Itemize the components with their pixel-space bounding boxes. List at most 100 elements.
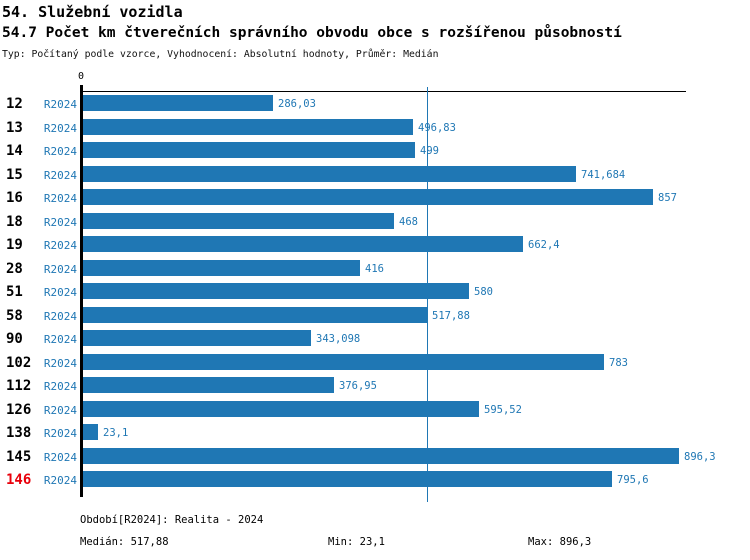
bar bbox=[83, 165, 576, 182]
row-series-label: R2024 bbox=[43, 262, 77, 276]
row-category-label: 19 bbox=[6, 237, 23, 254]
bar bbox=[83, 306, 427, 323]
bar bbox=[83, 377, 334, 394]
footer-min-value: 23,1 bbox=[359, 536, 385, 548]
row-series-label: R2024 bbox=[43, 474, 77, 488]
chart-row: 15 R2024 741,684 bbox=[0, 163, 750, 187]
chart-row: 19 R2024 662,4 bbox=[0, 233, 750, 257]
row-category-label: 28 bbox=[6, 260, 23, 277]
row-category-label: 138 bbox=[6, 425, 32, 442]
bar bbox=[83, 142, 415, 159]
chart-row: 138 R2024 23,1 bbox=[0, 421, 750, 445]
bar bbox=[83, 400, 479, 417]
bar bbox=[83, 330, 311, 347]
bar-value-label: 580 bbox=[474, 286, 493, 299]
chart-meta-info: Typ: Počítaný podle vzorce, Vyhodnocení:… bbox=[2, 49, 439, 60]
bar bbox=[83, 95, 273, 111]
x-axis-top-line bbox=[81, 91, 686, 92]
row-category-label: 15 bbox=[6, 166, 23, 183]
bar bbox=[83, 283, 469, 300]
bar-value-label: 23,1 bbox=[103, 427, 129, 440]
footer-period: Období[R2024]: Realita - 2024 bbox=[80, 514, 264, 526]
row-category-label: 13 bbox=[6, 119, 23, 136]
bar-value-label: 499 bbox=[420, 145, 439, 158]
chart-row: 16 R2024 857 bbox=[0, 186, 750, 210]
bar-value-label: 896,3 bbox=[684, 450, 716, 463]
bar bbox=[83, 471, 612, 488]
row-category-label: 14 bbox=[6, 143, 23, 160]
row-series-label: R2024 bbox=[43, 403, 77, 417]
chart-row: 28 R2024 416 bbox=[0, 257, 750, 281]
bar bbox=[83, 353, 604, 370]
row-category-label: 18 bbox=[6, 213, 23, 230]
bar bbox=[83, 259, 360, 276]
bar-value-label: 496,83 bbox=[418, 121, 456, 134]
row-series-label: R2024 bbox=[43, 356, 77, 370]
row-category-label: 102 bbox=[6, 354, 32, 371]
row-series-label: R2024 bbox=[43, 98, 77, 111]
bar-value-label: 416 bbox=[365, 262, 384, 275]
bar-value-label: 376,95 bbox=[339, 380, 377, 393]
row-category-label: 12 bbox=[6, 96, 23, 112]
row-category-label: 90 bbox=[6, 331, 23, 348]
footer-median: Medián: 517,88 bbox=[80, 536, 169, 548]
chart-row: 112 R2024 376,95 bbox=[0, 374, 750, 398]
footer-median-value: 517,88 bbox=[130, 536, 169, 548]
row-category-label: 16 bbox=[6, 190, 23, 207]
bar bbox=[83, 189, 653, 206]
chart-row: 14 R2024 499 bbox=[0, 139, 750, 163]
bar-value-label: 595,52 bbox=[484, 403, 522, 416]
y-axis-line bbox=[80, 85, 83, 497]
row-series-label: R2024 bbox=[43, 309, 77, 323]
chart-row: 90 R2024 343,098 bbox=[0, 327, 750, 351]
chart-row: 102 R2024 783 bbox=[0, 351, 750, 375]
bar-value-label: 286,03 bbox=[278, 98, 316, 110]
row-series-label: R2024 bbox=[43, 168, 77, 182]
footer-median-label: Medián: bbox=[80, 536, 125, 548]
row-series-label: R2024 bbox=[43, 215, 77, 229]
chart-row: 18 R2024 468 bbox=[0, 210, 750, 234]
chart-row: 145 R2024 896,3 bbox=[0, 445, 750, 469]
row-series-label: R2024 bbox=[43, 192, 77, 206]
bar bbox=[83, 447, 679, 464]
row-category-label: 146 bbox=[6, 472, 32, 489]
chart-row: 126 R2024 595,52 bbox=[0, 398, 750, 422]
footer-max-value: 896,3 bbox=[559, 536, 592, 548]
row-category-label: 58 bbox=[6, 307, 23, 324]
footer-min: Min: 23,1 bbox=[328, 536, 385, 548]
bar bbox=[83, 212, 394, 229]
bar bbox=[83, 424, 98, 441]
footer-min-label: Min: bbox=[328, 536, 354, 548]
footer-max: Max: 896,3 bbox=[528, 536, 591, 548]
chart-row: 51 R2024 580 bbox=[0, 280, 750, 304]
row-series-label: R2024 bbox=[43, 121, 77, 135]
row-category-label: 51 bbox=[6, 284, 23, 301]
row-category-label: 145 bbox=[6, 448, 32, 465]
chart-row: 58 R2024 517,88 bbox=[0, 304, 750, 328]
footer-max-label: Max: bbox=[528, 536, 554, 548]
row-series-label: R2024 bbox=[43, 333, 77, 347]
row-series-label: R2024 bbox=[43, 286, 77, 300]
chart-title: 54.7 Počet km čtverečních správního obvo… bbox=[2, 25, 622, 41]
page-title: 54. Služební vozidla bbox=[2, 3, 183, 21]
bar bbox=[83, 236, 523, 253]
row-category-label: 112 bbox=[6, 378, 32, 395]
chart-row: 13 R2024 496,83 bbox=[0, 116, 750, 140]
bar-value-label: 795,6 bbox=[617, 474, 649, 487]
bar-value-label: 857 bbox=[658, 192, 677, 205]
chart-row: 12 R2024 286,03 bbox=[0, 92, 750, 116]
row-series-label: R2024 bbox=[43, 145, 77, 159]
chart-row: 146 R2024 795,6 bbox=[0, 468, 750, 492]
row-category-label: 126 bbox=[6, 401, 32, 418]
row-series-label: R2024 bbox=[43, 380, 77, 394]
bar-value-label: 662,4 bbox=[528, 239, 560, 252]
row-series-label: R2024 bbox=[43, 450, 77, 464]
bar-value-label: 517,88 bbox=[432, 309, 470, 322]
bar-value-label: 468 bbox=[399, 215, 418, 228]
x-axis-zero-tick-label: 0 bbox=[77, 71, 85, 82]
row-series-label: R2024 bbox=[43, 239, 77, 253]
bar-value-label: 343,098 bbox=[316, 333, 361, 346]
bar-value-label: 741,684 bbox=[581, 168, 626, 181]
bar-value-label: 783 bbox=[609, 356, 628, 369]
